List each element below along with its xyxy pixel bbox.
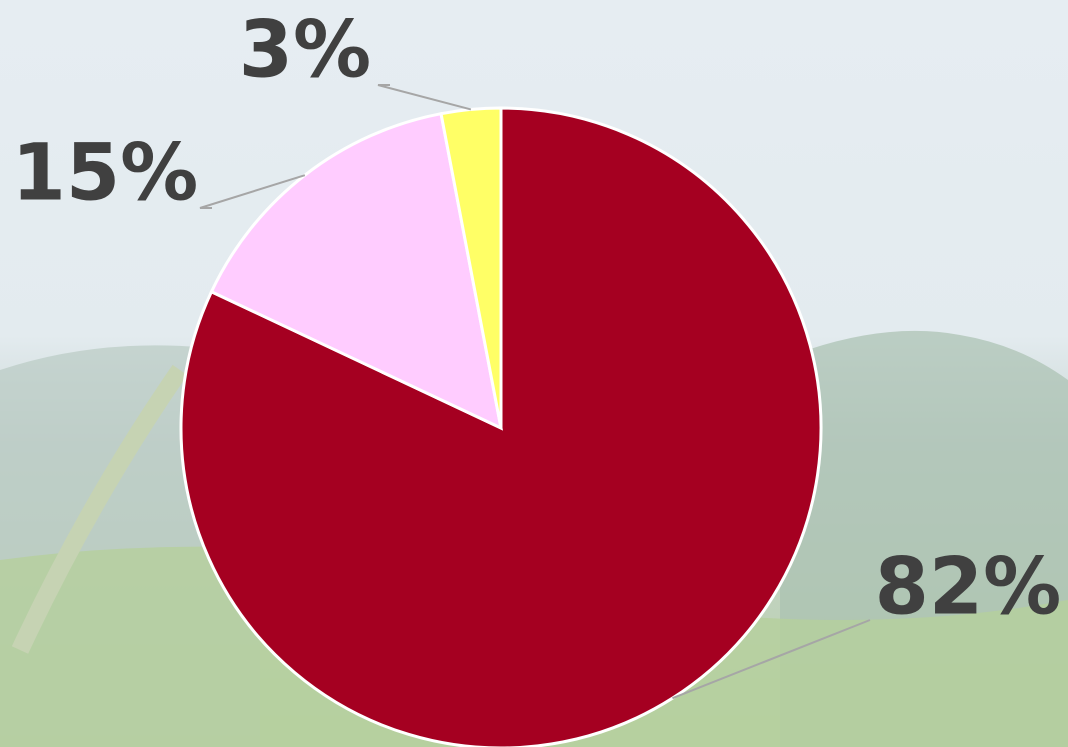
data-label: 82% — [875, 542, 1062, 632]
stalk — [11, 364, 188, 654]
leader-line — [199, 174, 306, 209]
data-label: 15% — [12, 128, 199, 218]
pie-slice — [439, 106, 503, 429]
leader-line — [672, 619, 871, 700]
data-label: 3% — [239, 5, 371, 95]
leader-line — [377, 84, 472, 111]
pie-slice — [209, 111, 504, 431]
